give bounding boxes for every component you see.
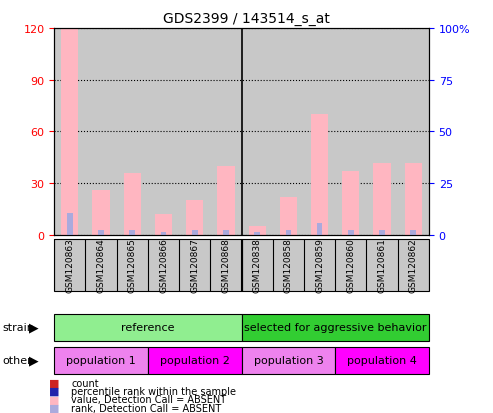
Text: population 3: population 3 bbox=[253, 355, 323, 366]
Text: ■: ■ bbox=[49, 403, 60, 413]
Text: GSM120860: GSM120860 bbox=[347, 238, 355, 293]
Text: GSM120864: GSM120864 bbox=[97, 238, 106, 293]
Bar bbox=[54, 347, 148, 374]
Text: GSM120838: GSM120838 bbox=[253, 238, 262, 293]
Bar bbox=[93, 191, 109, 235]
Text: ■: ■ bbox=[49, 378, 60, 388]
Bar bbox=[280, 197, 297, 235]
Text: population 1: population 1 bbox=[66, 355, 136, 366]
Text: GSM120863: GSM120863 bbox=[66, 238, 74, 293]
Bar bbox=[342, 172, 359, 235]
Bar bbox=[374, 163, 390, 235]
Text: GSM120865: GSM120865 bbox=[128, 238, 137, 293]
Text: ▶: ▶ bbox=[29, 321, 38, 334]
Bar bbox=[311, 115, 328, 235]
Text: percentile rank within the sample: percentile rank within the sample bbox=[71, 386, 237, 396]
Bar bbox=[379, 230, 385, 235]
Bar bbox=[98, 230, 104, 235]
Bar bbox=[248, 227, 266, 235]
Bar bbox=[155, 215, 172, 235]
Bar bbox=[285, 230, 291, 235]
Bar bbox=[366, 29, 398, 235]
Text: GSM120866: GSM120866 bbox=[159, 238, 168, 293]
Bar bbox=[61, 29, 78, 235]
Bar bbox=[398, 29, 429, 235]
Text: ▶: ▶ bbox=[29, 354, 38, 367]
Bar bbox=[273, 29, 304, 235]
Bar bbox=[85, 29, 117, 235]
Bar bbox=[186, 201, 203, 235]
Bar bbox=[54, 314, 242, 341]
Bar bbox=[148, 29, 179, 235]
Text: reference: reference bbox=[121, 322, 175, 332]
Bar bbox=[192, 230, 198, 235]
Bar bbox=[335, 347, 429, 374]
Text: population 4: population 4 bbox=[347, 355, 417, 366]
Text: GSM120862: GSM120862 bbox=[409, 238, 418, 293]
Text: value, Detection Call = ABSENT: value, Detection Call = ABSENT bbox=[71, 394, 227, 404]
Bar bbox=[148, 347, 242, 374]
Bar bbox=[217, 166, 235, 235]
Bar bbox=[124, 173, 141, 235]
Bar bbox=[405, 163, 422, 235]
Bar bbox=[179, 29, 211, 235]
Bar bbox=[161, 232, 166, 235]
Text: selected for aggressive behavior: selected for aggressive behavior bbox=[244, 322, 426, 332]
Bar bbox=[67, 213, 72, 235]
Bar bbox=[411, 230, 416, 235]
Text: GSM120861: GSM120861 bbox=[378, 238, 387, 293]
Text: ■: ■ bbox=[49, 394, 60, 404]
Text: population 2: population 2 bbox=[160, 355, 230, 366]
Bar bbox=[242, 347, 335, 374]
Text: count: count bbox=[71, 378, 99, 388]
Bar bbox=[223, 230, 229, 235]
Text: GSM120868: GSM120868 bbox=[221, 238, 230, 293]
Bar bbox=[348, 230, 353, 235]
Bar bbox=[117, 29, 148, 235]
Bar bbox=[130, 230, 135, 235]
Bar bbox=[242, 314, 429, 341]
Text: GSM120867: GSM120867 bbox=[190, 238, 199, 293]
Bar bbox=[254, 232, 260, 235]
Bar bbox=[304, 29, 335, 235]
Text: other: other bbox=[2, 355, 32, 366]
Text: rank, Detection Call = ABSENT: rank, Detection Call = ABSENT bbox=[71, 403, 222, 413]
Text: strain: strain bbox=[2, 322, 35, 332]
Bar bbox=[242, 29, 273, 235]
Text: GSM120859: GSM120859 bbox=[315, 238, 324, 293]
Text: GDS2399 / 143514_s_at: GDS2399 / 143514_s_at bbox=[163, 12, 330, 26]
Bar bbox=[335, 29, 366, 235]
Bar bbox=[211, 29, 242, 235]
Bar bbox=[317, 223, 322, 235]
Text: GSM120858: GSM120858 bbox=[284, 238, 293, 293]
Bar bbox=[54, 29, 85, 235]
Text: ■: ■ bbox=[49, 386, 60, 396]
